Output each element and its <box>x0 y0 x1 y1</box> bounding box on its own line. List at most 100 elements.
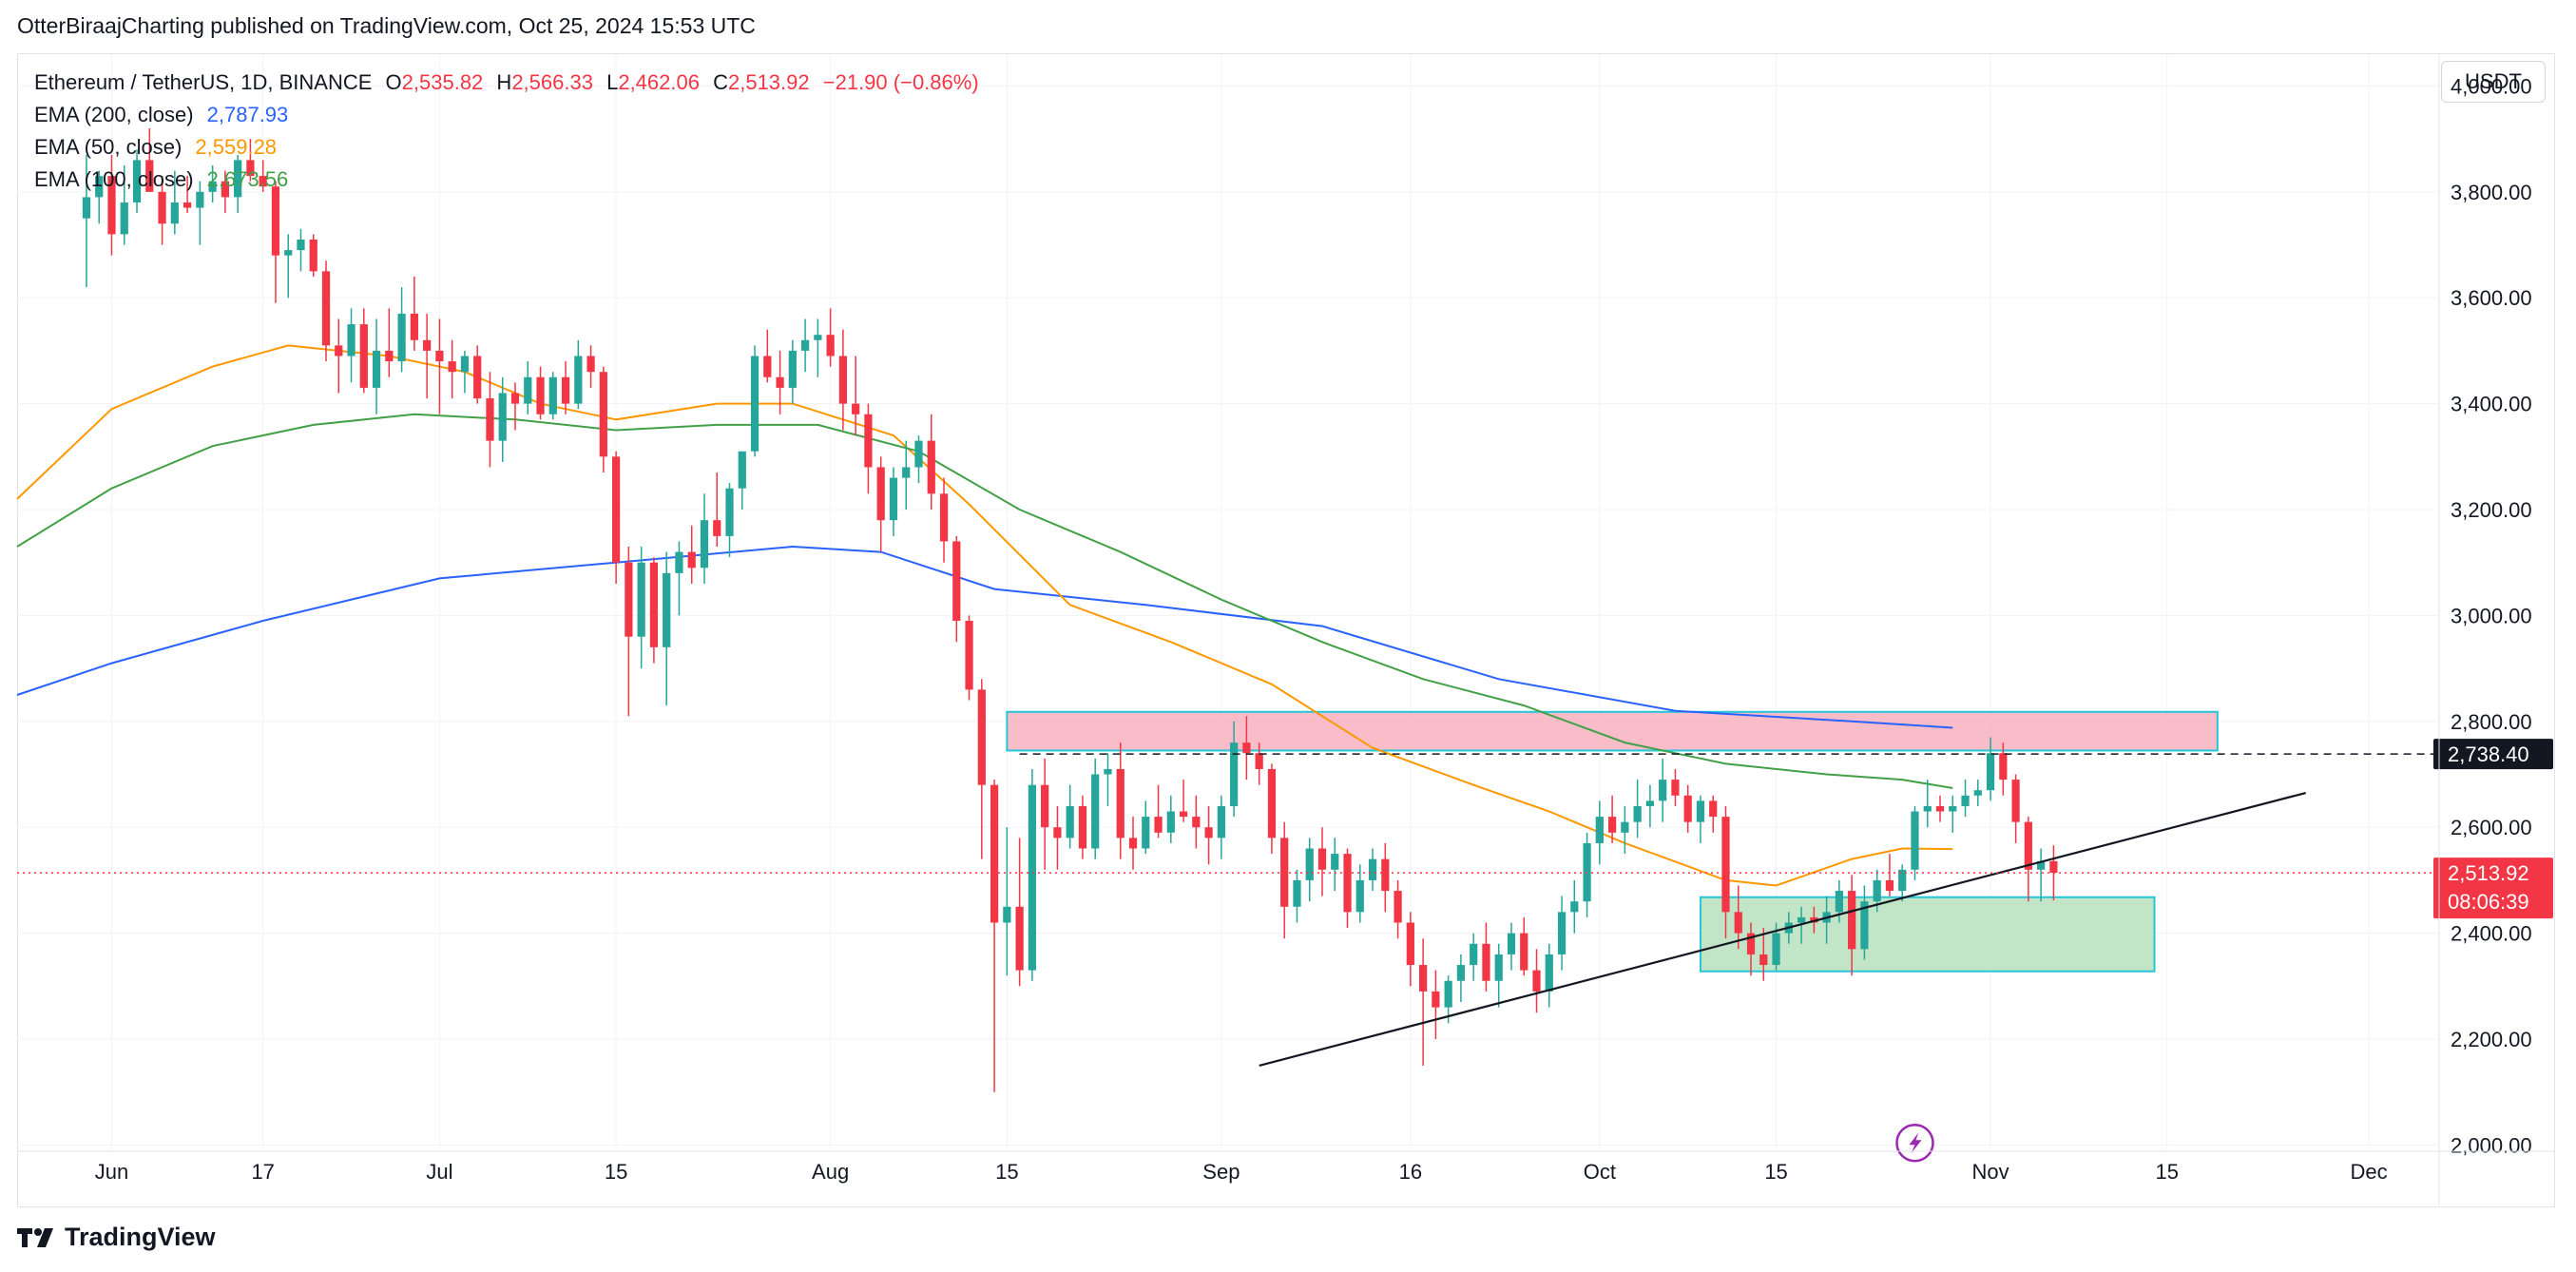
candle-body <box>586 356 595 373</box>
candle <box>1709 795 1718 833</box>
candle <box>486 372 494 468</box>
candle-body <box>1532 970 1541 992</box>
y-tick-label: 4,000.00 <box>2451 74 2532 98</box>
candle-body <box>1621 821 1629 833</box>
candle-body <box>914 440 923 468</box>
candle-body <box>1671 780 1680 796</box>
candle <box>183 176 192 214</box>
candle-body <box>990 784 999 923</box>
candle <box>385 308 394 377</box>
candle <box>1696 795 1705 843</box>
candle <box>1192 795 1201 849</box>
candle-body <box>1470 943 1478 966</box>
candle <box>800 318 810 373</box>
candle <box>952 535 961 643</box>
candle <box>335 318 343 394</box>
candle-body <box>158 191 166 224</box>
candle <box>297 228 305 272</box>
candle <box>675 541 683 616</box>
candle-body <box>838 356 848 404</box>
candle <box>876 456 885 552</box>
candle <box>524 361 532 414</box>
legend-ema50-row[interactable]: EMA (50, close) 2,559.28 <box>34 131 979 164</box>
candle-body <box>1444 980 1452 1008</box>
currency-button[interactable]: USDT <box>2441 61 2546 103</box>
candle-body <box>574 356 583 404</box>
candle <box>1280 821 1289 939</box>
tradingview-brand[interactable]: TradingView <box>17 1223 216 1252</box>
candle-body <box>814 335 822 340</box>
candle <box>776 350 784 414</box>
price-label: 2,738.40 <box>2448 742 2529 766</box>
tradingview-logo-icon <box>17 1227 53 1247</box>
candle-body <box>738 451 746 489</box>
candle <box>561 361 570 414</box>
candle <box>852 356 860 436</box>
candle <box>1986 737 1995 801</box>
candle-body <box>687 551 696 569</box>
candle-body <box>1885 879 1894 892</box>
candle <box>788 339 797 404</box>
candle-body <box>95 176 104 198</box>
candle <box>1091 758 1100 859</box>
candle <box>1217 795 1225 859</box>
candle-body <box>297 239 305 251</box>
legend-ema100-row[interactable]: EMA (100, close) 2,673.56 <box>34 164 979 196</box>
y-tick-label: 3,000.00 <box>2451 604 2532 627</box>
candle <box>1557 896 1567 971</box>
x-tick-label: 15 <box>1764 1160 1787 1184</box>
candle-body <box>1267 768 1277 838</box>
support-zone <box>1699 896 2156 973</box>
candle <box>132 149 142 214</box>
axes: 4,000.00 3,800.00 3,600.00 3,400.00 3,200.00… <box>17 54 2555 1205</box>
legend-symbol[interactable]: Ethereum / TetherUS, 1D, BINANCE <box>34 70 373 94</box>
lightning-event-icon[interactable] <box>1895 1123 1934 1163</box>
candle <box>271 181 280 303</box>
candle <box>473 345 482 404</box>
x-tick-label: Sep <box>1202 1160 1240 1184</box>
candle-body <box>284 250 293 256</box>
legend-ema200-row[interactable]: EMA (200, close) 2,787.93 <box>34 99 979 131</box>
candle-body <box>1230 742 1239 806</box>
ema50-line <box>16 344 1953 887</box>
candle <box>1746 922 1756 976</box>
candle-body <box>510 393 520 404</box>
candle <box>498 376 507 462</box>
candle-body <box>1734 912 1742 934</box>
candle-body <box>448 361 456 373</box>
candle <box>1583 832 1591 917</box>
candle <box>1166 795 1175 843</box>
candle-body <box>335 345 343 357</box>
candle-body <box>800 339 810 351</box>
candle <box>1394 879 1402 939</box>
candle-body <box>637 562 645 637</box>
candle <box>1482 922 1490 992</box>
candle <box>586 345 595 388</box>
candle-body <box>1179 811 1188 818</box>
candle-body <box>486 398 494 441</box>
candle-body <box>561 376 570 404</box>
candle-body <box>359 324 368 388</box>
candle-body <box>1986 753 1995 791</box>
candle <box>221 170 229 214</box>
candle <box>1835 879 1843 923</box>
candle-body <box>927 440 935 494</box>
candle <box>1545 943 1553 1008</box>
candle-body <box>1848 891 1856 950</box>
candle <box>750 345 759 457</box>
event-icon-bolt <box>1909 1132 1922 1154</box>
candle <box>864 403 873 494</box>
candle <box>1104 753 1112 806</box>
candle-body <box>1116 768 1125 838</box>
candle-body <box>750 356 759 452</box>
x-tick-label: Nov <box>1972 1160 2009 1184</box>
y-tick-label: 3,200.00 <box>2451 498 2532 522</box>
candle <box>1848 875 1856 976</box>
candle-body <box>876 467 885 521</box>
candle-body <box>1645 800 1655 806</box>
candle-body <box>1860 901 1869 950</box>
candle-body <box>271 186 280 256</box>
candle-body <box>1142 817 1150 849</box>
candle-body <box>1482 943 1490 981</box>
